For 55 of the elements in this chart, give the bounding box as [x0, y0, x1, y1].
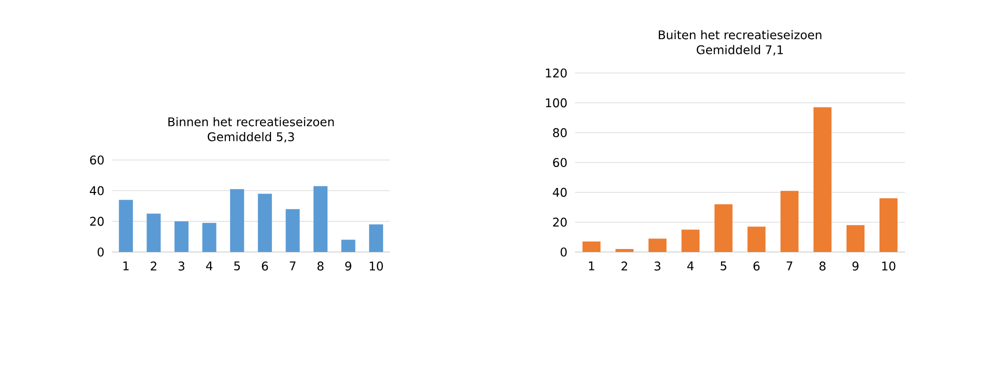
x-tick-label: 6: [262, 262, 268, 271]
x-tick-label: 3: [654, 262, 660, 271]
bar: [814, 107, 832, 252]
bar: [582, 242, 601, 252]
x-tick-label: 10: [882, 262, 896, 271]
bar: [648, 238, 667, 252]
bar: [258, 194, 272, 252]
chart-title: Binnen het recreatieseizoen: [168, 117, 334, 126]
bar: [369, 224, 384, 252]
bar: [146, 214, 161, 252]
bar: [174, 221, 188, 252]
bar: [780, 190, 799, 252]
y-tick-label: 20: [553, 218, 567, 227]
bar: [314, 186, 328, 252]
y-tick-label: 40: [90, 186, 104, 196]
chart-subtitle: Gemiddeld 7,1: [696, 45, 783, 56]
x-tick-label: 9: [852, 262, 858, 271]
x-tick-label: 5: [720, 262, 726, 270]
bar: [748, 226, 766, 252]
y-tick-label: 80: [553, 128, 567, 138]
x-tick-label: 4: [687, 262, 694, 270]
bar: [202, 222, 216, 252]
y-tick-label: 0: [560, 247, 567, 257]
x-tick-label: 6: [754, 262, 760, 271]
x-tick-label: 1: [589, 262, 594, 270]
y-tick-label: 100: [546, 98, 567, 108]
bar: [616, 249, 634, 252]
bar: [880, 198, 898, 252]
bar: [118, 200, 133, 252]
x-tick-label: 7: [786, 262, 792, 270]
x-tick-label: 8: [318, 262, 324, 271]
y-tick-label: 0: [98, 247, 104, 257]
y-tick-label: 120: [546, 68, 567, 78]
x-tick-label: 4: [206, 262, 212, 270]
x-tick-label: 10: [370, 262, 383, 271]
chart-title: Buiten het recreatieseizoen: [658, 30, 822, 40]
x-tick-label: 5: [234, 262, 240, 270]
x-tick-label: 2: [150, 262, 156, 270]
bar: [286, 209, 300, 252]
x-tick-label: 3: [178, 262, 184, 271]
y-tick-label: 60: [90, 155, 104, 165]
bar: [846, 225, 865, 252]
x-tick-label: 9: [345, 262, 352, 271]
bar: [714, 204, 733, 252]
y-tick-label: 40: [552, 188, 567, 197]
x-tick-label: 7: [290, 262, 296, 270]
x-tick-label: 2: [622, 262, 628, 270]
x-tick-label: 1: [123, 262, 129, 270]
x-tick-label: 8: [820, 262, 826, 271]
y-tick-label: 60: [553, 158, 567, 168]
bar: [341, 240, 356, 252]
bar: [230, 189, 244, 252]
bar: [682, 230, 700, 252]
y-tick-label: 20: [90, 216, 104, 226]
chart-subtitle: Gemiddeld 5,3: [208, 132, 294, 142]
